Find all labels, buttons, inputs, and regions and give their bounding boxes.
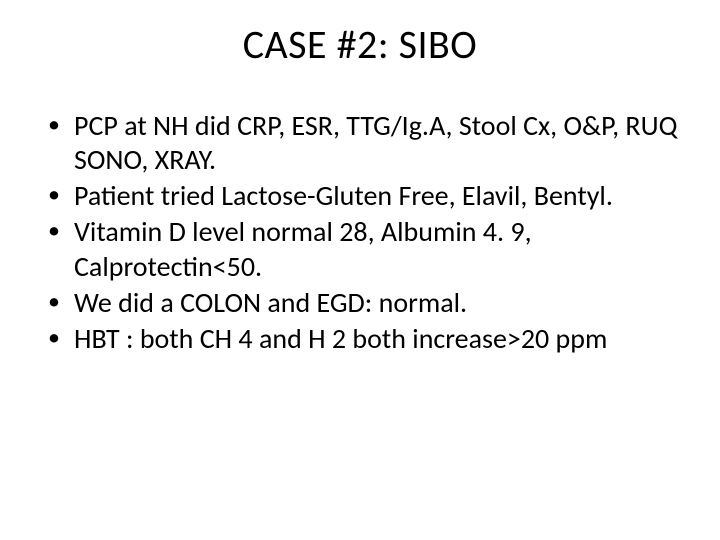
list-item: We did a COLON and EGD: normal. <box>48 286 680 320</box>
slide-title: CASE #2: SIBO <box>40 20 680 69</box>
list-item: HBT : both CH 4 and H 2 both increase>20… <box>48 322 680 356</box>
list-item: Vitamin D level normal 28, Albumin 4. 9,… <box>48 215 680 283</box>
list-item: Patient tried Lactose-Gluten Free, Elavi… <box>48 179 680 213</box>
slide: CASE #2: SIBO PCP at NH did CRP, ESR, TT… <box>0 0 720 540</box>
list-item: PCP at NH did CRP, ESR, TTG/Ig.A, Stool … <box>48 109 680 177</box>
bullet-list: PCP at NH did CRP, ESR, TTG/Ig.A, Stool … <box>40 109 680 356</box>
